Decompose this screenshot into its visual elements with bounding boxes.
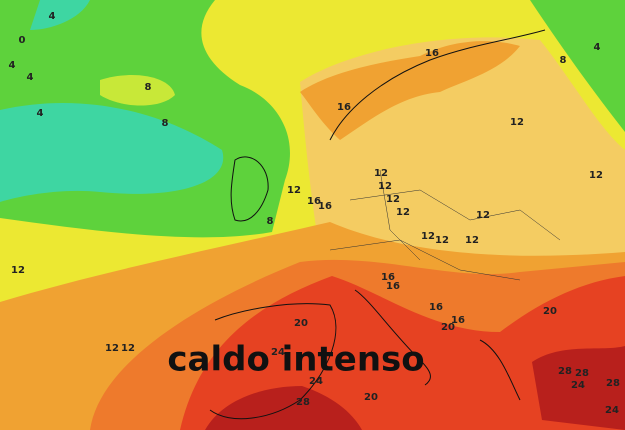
isotherm-label: 20	[294, 318, 308, 329]
isotherm-label: 4	[37, 108, 44, 119]
isotherm-label: 16	[337, 102, 351, 113]
isotherm-label: 28	[296, 397, 310, 408]
isotherm-label: 12	[105, 343, 119, 354]
band-orange	[300, 41, 520, 140]
isotherm-label: 12	[11, 265, 25, 276]
isotherm-label: 12	[287, 185, 301, 196]
isotherm-label: 16	[307, 196, 321, 207]
coastline	[479, 339, 521, 401]
isotherm-label: 12	[589, 170, 603, 181]
isotherm-label: 12	[121, 343, 135, 354]
isotherm-label: 12	[378, 181, 392, 192]
isotherm-label: 12	[476, 210, 490, 221]
isotherm-label: 12	[465, 235, 479, 246]
isotherm-label: 12	[510, 117, 524, 128]
isotherm-label: 12	[421, 231, 435, 242]
coastline	[209, 303, 337, 420]
band-yellowgreen	[100, 75, 175, 106]
isotherm-label: 4	[9, 60, 16, 71]
isotherm-label: 4	[49, 11, 56, 22]
isotherm-label: 24	[605, 405, 619, 416]
isotherm-label: 12	[396, 207, 410, 218]
isotherm-label: 20	[441, 322, 455, 333]
isotherm-label: 16	[318, 201, 332, 212]
isotherm-label: 16	[451, 315, 465, 326]
isotherm-label: 16	[381, 272, 395, 283]
band-teal	[0, 103, 224, 202]
isotherm-label: 24	[271, 347, 285, 358]
isotherm-label: 20	[364, 392, 378, 403]
map-caption: caldo intenso	[167, 340, 424, 380]
isotherm-label: 28	[606, 378, 620, 389]
isotherm-label: 8	[560, 55, 567, 66]
isotherm-label: 24	[571, 380, 585, 391]
band-dark-red	[532, 346, 625, 430]
isotherm-label: 12	[374, 168, 388, 179]
isotherm-label: 8	[267, 216, 274, 227]
border	[329, 169, 561, 281]
isotherm-label: 24	[309, 376, 323, 387]
isotherm-label: 4	[27, 72, 34, 83]
isotherm-label: 20	[543, 306, 557, 317]
isotherm-label: 16	[386, 281, 400, 292]
isotherm-label: 12	[386, 194, 400, 205]
isotherm-label: 12	[435, 235, 449, 246]
band-teal	[30, 0, 90, 30]
isotherm-label: 28	[575, 368, 589, 379]
band-green	[530, 0, 625, 132]
isotherm-label: 0	[19, 35, 26, 46]
coastline	[230, 156, 269, 222]
isotherm-label: 28	[558, 366, 572, 377]
coastline	[329, 29, 546, 141]
isotherm-label: 8	[145, 82, 152, 93]
coastline	[354, 289, 431, 386]
isotherm-label: 4	[594, 42, 601, 53]
isotherm-label: 16	[425, 48, 439, 59]
isotherm-label: 8	[162, 118, 169, 129]
isotherm-label: 16	[429, 302, 443, 313]
